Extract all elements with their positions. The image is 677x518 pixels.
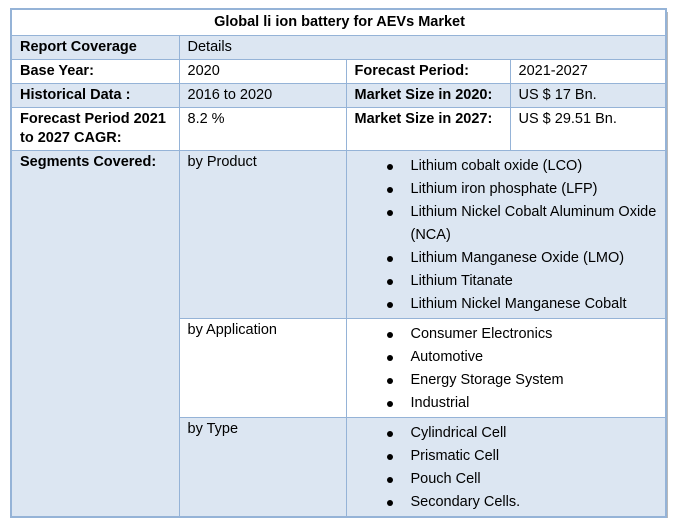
bullet-item: Lithium iron phosphate (LFP) (385, 178, 660, 201)
market-size-2020-value: US $ 17 Bn. (509, 83, 667, 108)
bullet-item: Lithium Nickel Cobalt Aluminum Oxide (NC… (385, 201, 660, 247)
bullet-item: Secondary Cells. (385, 491, 660, 514)
report-coverage-value: Details (178, 35, 667, 60)
base-year-value: 2020 (178, 59, 347, 84)
report-coverage-label: Report Coverage (10, 35, 180, 60)
segment-items-by-type-cell: Cylindrical Cell Prismatic Cell Pouch Cell… (345, 417, 667, 518)
table-row: by Type Cylindrical Cell Prismatic Cell Po… (11, 417, 667, 518)
table-row: by Application Consumer Electronics Autom… (11, 318, 667, 418)
forecast-period-label: Forecast Period: (345, 59, 511, 84)
segment-group-by-type: by Type (178, 417, 347, 518)
segment-items-by-type: Cylindrical Cell Prismatic Cell Pouch Cell… (355, 422, 660, 514)
base-year-label: Base Year: (10, 59, 180, 84)
market-spec-table: Global li ion battery for AEVs Market Re… (10, 8, 668, 518)
bullet-item: Prismatic Cell (385, 445, 660, 468)
bullet-item: Energy Storage System (385, 369, 660, 392)
market-size-2027-value: US $ 29.51 Bn. (509, 107, 667, 151)
bullet-item: Cylindrical Cell (385, 422, 660, 445)
forecast-period-value: 2021-2027 (509, 59, 667, 84)
segment-group-by-application: by Application (178, 318, 347, 418)
bullet-item: Automotive (385, 346, 660, 369)
bullet-item: Lithium Titanate (385, 270, 660, 293)
bullet-item: Consumer Electronics (385, 323, 660, 346)
table-row: Base Year: 2020 Forecast Period: 2021-20… (10, 59, 667, 84)
market-size-2027-label: Market Size in 2027: (345, 107, 511, 151)
segment-group-by-product: by Product (178, 150, 347, 319)
table-row: Forecast Period 2021 to 2027 CAGR: 8.2 %… (10, 107, 667, 151)
historical-data-label: Historical Data : (10, 83, 180, 108)
historical-data-value: 2016 to 2020 (178, 83, 347, 108)
market-size-2020-label: Market Size in 2020: (345, 83, 511, 108)
bullet-item: Lithium cobalt oxide (LCO) (385, 155, 660, 178)
table-row: Global li ion battery for AEVs Market (10, 8, 667, 36)
cagr-value: 8.2 % (178, 107, 347, 151)
segment-items-by-product-cell: Lithium cobalt oxide (LCO) Lithium iron p… (345, 150, 667, 319)
bullet-item: Lithium Manganese Oxide (LMO) (385, 247, 660, 270)
table-row: Historical Data : 2016 to 2020 Market Si… (10, 83, 667, 108)
bullet-item: Pouch Cell (385, 468, 660, 491)
segments-covered-label: Segments Covered: (10, 150, 180, 518)
segment-items-by-application-cell: Consumer Electronics Automotive Energy Sto… (345, 318, 667, 418)
table-title: Global li ion battery for AEVs Market (10, 8, 667, 36)
segment-items-by-product: Lithium cobalt oxide (LCO) Lithium iron p… (355, 155, 660, 316)
table-row: Report Coverage Details (10, 35, 667, 60)
bullet-item: Lithium Nickel Manganese Cobalt (385, 293, 660, 316)
table-row: Segments Covered: by Product Lithium cob… (10, 150, 667, 518)
cagr-label: Forecast Period 2021 to 2027 CAGR: (10, 107, 180, 151)
bullet-item: Industrial (385, 392, 660, 415)
segment-items-by-application: Consumer Electronics Automotive Energy Sto… (355, 323, 660, 415)
